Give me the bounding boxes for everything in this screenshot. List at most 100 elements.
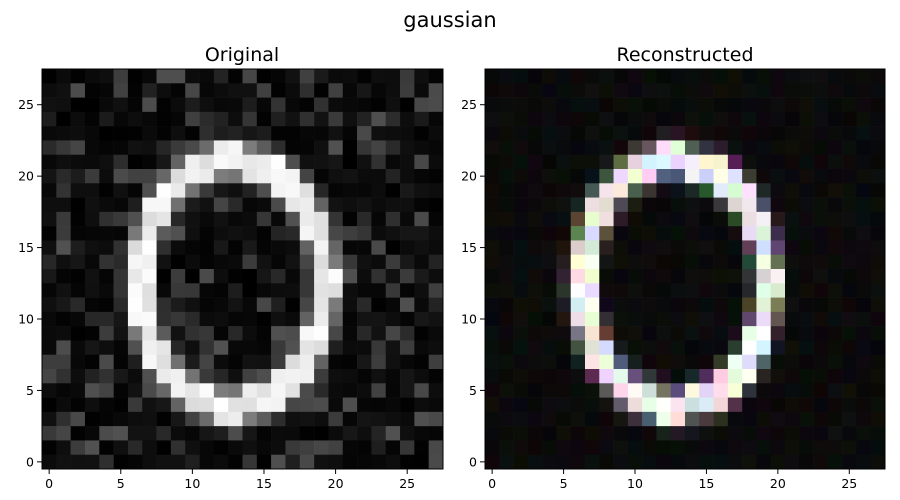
pixel-cell bbox=[228, 454, 243, 470]
pixel-cell bbox=[642, 83, 657, 98]
pixel-cell bbox=[770, 240, 786, 256]
pixel-cell bbox=[428, 140, 444, 156]
pixel-cell bbox=[856, 97, 872, 113]
pixel-cell bbox=[656, 97, 672, 113]
pixel-cell bbox=[70, 97, 86, 113]
pixel-cell bbox=[870, 283, 886, 298]
pixel-cell bbox=[42, 154, 57, 170]
pixel-cell bbox=[84, 326, 100, 341]
pixel-cell bbox=[585, 269, 600, 284]
pixel-cell bbox=[727, 154, 743, 170]
pixel-cell bbox=[627, 140, 643, 156]
pixel-cell bbox=[527, 311, 543, 327]
pixel-cell bbox=[813, 111, 829, 127]
pixel-cell bbox=[770, 397, 786, 413]
pixel-cell bbox=[485, 454, 500, 470]
pixel-cell bbox=[685, 154, 700, 170]
pixel-cell bbox=[670, 397, 686, 413]
pixel-cell bbox=[599, 440, 614, 456]
pixel-cell bbox=[585, 126, 600, 141]
pixel-cell bbox=[142, 154, 157, 170]
pixel-cell bbox=[770, 126, 786, 141]
pixel-cell bbox=[870, 140, 886, 156]
pixel-cell bbox=[542, 311, 557, 327]
pixel-cell bbox=[542, 154, 557, 170]
pixel-cell bbox=[142, 411, 157, 427]
pixel-cell bbox=[328, 397, 344, 413]
pixel-cell bbox=[870, 97, 886, 113]
pixel-cell bbox=[685, 169, 700, 184]
pixel-cell bbox=[756, 197, 772, 213]
pixel-cell bbox=[599, 354, 614, 370]
pixel-cell bbox=[42, 369, 57, 384]
pixel-cell bbox=[870, 440, 886, 456]
pixel-cell bbox=[770, 169, 786, 184]
pixel-cell bbox=[799, 254, 814, 270]
pixel-cell bbox=[670, 211, 686, 227]
pixel-cell bbox=[314, 140, 329, 156]
pixel-cell bbox=[542, 269, 557, 284]
pixel-cell bbox=[185, 240, 200, 256]
pixel-cell bbox=[742, 426, 757, 441]
pixel-cell bbox=[627, 397, 643, 413]
pixel-cell bbox=[357, 183, 372, 198]
pixel-cell bbox=[685, 97, 700, 113]
pixel-cell bbox=[827, 254, 843, 270]
pixel-cell bbox=[870, 197, 886, 213]
pixel-cell bbox=[770, 440, 786, 456]
pixel-cell bbox=[642, 326, 657, 341]
pixel-cell bbox=[785, 283, 800, 298]
pixel-cell bbox=[513, 83, 529, 98]
pixel-cell bbox=[314, 197, 329, 213]
pixel-cell bbox=[99, 269, 114, 284]
pixel-cell bbox=[99, 126, 114, 141]
pixel-cell bbox=[199, 226, 215, 241]
pixel-cell bbox=[685, 311, 700, 327]
pixel-cell bbox=[113, 426, 129, 441]
pixel-cell bbox=[170, 140, 186, 156]
pixel-cell bbox=[242, 240, 258, 256]
pixel-cell bbox=[285, 126, 301, 141]
pixel-cell bbox=[113, 297, 129, 313]
pixel-cell bbox=[799, 83, 814, 98]
pixel-cell bbox=[185, 197, 200, 213]
pixel-cell bbox=[727, 111, 743, 127]
pixel-cell bbox=[842, 154, 857, 170]
pixel-cell bbox=[556, 397, 572, 413]
pixel-cell bbox=[727, 269, 743, 284]
pixel-cell bbox=[213, 126, 229, 141]
pixel-cell bbox=[599, 169, 614, 184]
pixel-cell bbox=[400, 283, 415, 298]
pixel-cell bbox=[485, 369, 500, 384]
pixel-cell bbox=[813, 454, 829, 470]
pixel-cell bbox=[328, 454, 344, 470]
pixel-cell bbox=[256, 283, 272, 298]
pixel-cell bbox=[127, 140, 143, 156]
pixel-cell bbox=[799, 369, 814, 384]
y-tick-label: 20 bbox=[18, 169, 34, 184]
pixel-cell bbox=[342, 411, 358, 427]
pixel-cell bbox=[385, 240, 401, 256]
pixel-cell bbox=[170, 397, 186, 413]
pixel-cell bbox=[385, 226, 401, 241]
pixel-cell bbox=[142, 426, 157, 441]
pixel-cell bbox=[613, 326, 629, 341]
pixel-cell bbox=[542, 140, 557, 156]
pixel-cell bbox=[670, 154, 686, 170]
pixel-cell bbox=[170, 411, 186, 427]
pixel-cell bbox=[185, 454, 200, 470]
pixel-cell bbox=[527, 83, 543, 98]
pixel-cell bbox=[799, 269, 814, 284]
pixel-cell bbox=[428, 383, 444, 398]
pixel-cell bbox=[314, 369, 329, 384]
pixel-cell bbox=[856, 83, 872, 98]
pixel-cell bbox=[414, 169, 429, 184]
pixel-cell bbox=[70, 83, 86, 98]
pixel-cell bbox=[713, 111, 729, 127]
pixel-cell bbox=[242, 254, 258, 270]
pixel-cell bbox=[513, 254, 529, 270]
pixel-cell bbox=[785, 226, 800, 241]
pixel-cell bbox=[170, 126, 186, 141]
pixel-cell bbox=[371, 111, 387, 127]
